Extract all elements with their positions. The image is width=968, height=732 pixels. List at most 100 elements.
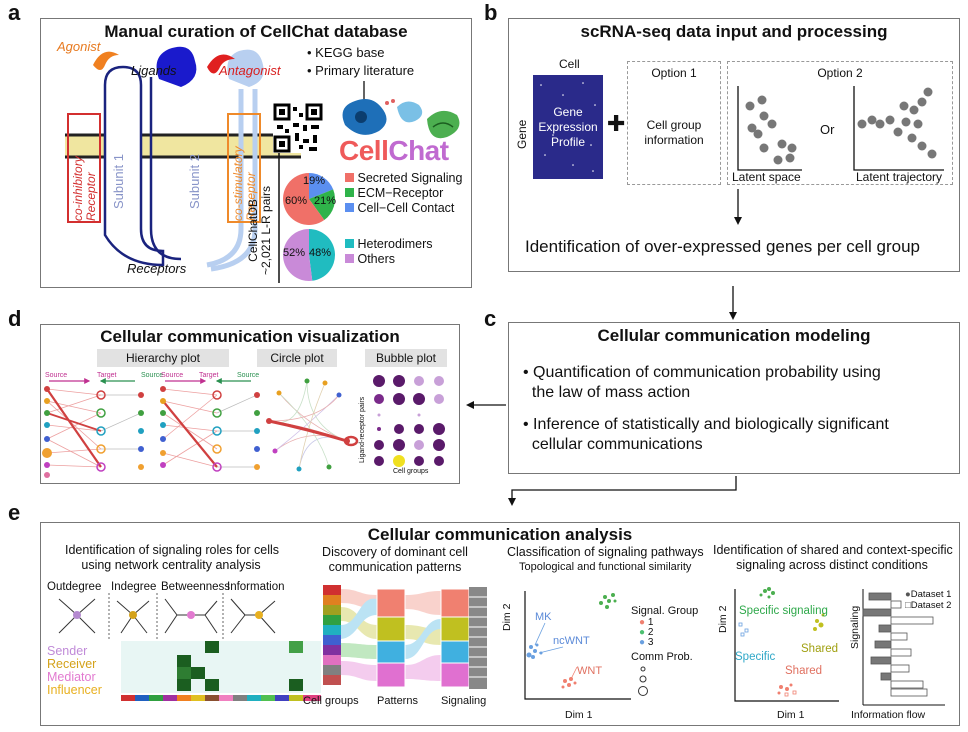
lr-pairs-axis-label: Ligand-receptor pairs: [359, 396, 366, 463]
label-shared-1: Shared: [801, 643, 839, 655]
source-label-3: Source: [161, 372, 184, 379]
panel-d-title: Cellular communication visualization: [100, 327, 400, 346]
co-stimulatory-box: co-stimulatory Receptor: [227, 113, 261, 223]
panel-letter-a: a: [8, 0, 21, 25]
circle-plot-chip: Circle plot: [257, 349, 337, 367]
legend-heterodimers: Heterodimers: [357, 237, 433, 251]
antagonist-shape: [207, 54, 235, 74]
metric-information: Information: [227, 581, 285, 593]
receptor-illustration: [65, 46, 301, 272]
panel-a-box: Manual curation of CellChat database Ago…: [40, 18, 472, 288]
modeling-bullet-1: • Quantification of communication probab…: [523, 364, 881, 401]
option-2-label: Option 2: [817, 66, 863, 80]
signaling-axis-label: Signaling: [849, 605, 861, 649]
panel-b-title: scRNA-seq data input and processing: [580, 22, 888, 41]
option-2-box: Option 2 Or Latent space Latent trajecto…: [727, 61, 953, 185]
agonist-label: Agonist: [57, 39, 101, 54]
pie-slice: [309, 173, 334, 199]
cell-groups-axis-label: Cell groups: [393, 468, 429, 475]
signaling-roles-title: Identification of signaling roles for ce…: [65, 543, 280, 572]
pie-chart-complex: [283, 229, 336, 281]
pie1-label-secreted: 60%: [285, 195, 308, 207]
role-sender: Sender: [47, 644, 88, 658]
arrow-down-icon: [734, 189, 742, 225]
gene-label: Gene: [515, 119, 529, 149]
shared-specific-scatter: [734, 587, 839, 702]
metric-indegree: Indegree: [111, 581, 157, 593]
cellchat-logo-cells: [342, 99, 460, 139]
river-plot: [323, 585, 487, 689]
source-label-2: Source: [141, 372, 164, 379]
signaling-label: Signaling: [441, 695, 487, 707]
dim2-axis-label-1: Dim 2: [501, 603, 513, 631]
cell-label: Cell: [559, 57, 580, 71]
dataset-1-label: Dataset 1: [910, 589, 952, 600]
dim1-axis-label-2: Dim 1: [777, 709, 805, 721]
option-1-label: Option 1: [651, 66, 697, 80]
ligand-light: [227, 49, 264, 87]
latent-trajectory-label: Latent trajectory: [856, 170, 943, 184]
pie1-label-ecm: 21%: [314, 195, 337, 207]
cellchat-brand: CellChat: [339, 135, 449, 166]
pie1-legend: Secreted Signaling ECM−Receptor Cell−Cel…: [345, 171, 462, 216]
pie2-label-hetero: 48%: [309, 247, 332, 259]
subunit-1-shape: [103, 65, 165, 267]
co-inhibitory-box: co-inhibitory Receptor: [67, 113, 101, 223]
co-inhibitory-label: co-inhibitory Receptor: [71, 156, 98, 221]
classification-subtitle: Topological and functional similarity: [519, 561, 692, 573]
label-specific: Specific: [735, 651, 776, 663]
group-1: 1: [647, 617, 654, 628]
over-expressed-genes-text: Identification of over-expressed genes p…: [525, 237, 921, 256]
information-flow-bars: [862, 589, 945, 706]
signal-group-legend: ● 1 ● 2 ● 3: [639, 617, 654, 648]
legend-ecm: ECM−Receptor: [357, 186, 444, 200]
bubble-plot-chip: Bubble plot: [365, 349, 447, 367]
option-1-box: Option 1 Cell group information: [627, 61, 721, 185]
antagonist-label: Antagonist: [219, 63, 281, 78]
comm-prob-title: Comm Prob.: [631, 651, 693, 663]
target-label-1: Target: [97, 372, 117, 379]
source-literature: • Primary literature: [307, 63, 415, 78]
classification-title: Classification of signaling pathways: [507, 545, 704, 559]
db-bracket: [278, 153, 280, 283]
arrow-left-icon: [466, 401, 506, 409]
matrix-dots: [540, 82, 596, 172]
subunit-1-label: Subunit 1: [111, 154, 126, 209]
information-flow-label: Information flow: [851, 709, 926, 721]
role-receiver: Receiver: [47, 657, 97, 671]
pie2-label-others: 52%: [283, 247, 306, 259]
ligands-label: Ligands: [131, 63, 177, 78]
label-ncwnt: ncWNT: [553, 635, 590, 647]
hierarchy-plot: [42, 378, 260, 478]
connector-arrow: [508, 476, 737, 506]
pie-slice: [283, 173, 325, 225]
patterns-label: Patterns: [377, 695, 418, 707]
panel-letter-c: c: [484, 306, 497, 331]
latent-space-label: Latent space: [732, 170, 801, 184]
pie-slice: [283, 229, 313, 281]
arrow-down-icon: [729, 286, 737, 320]
agonist-shape: [93, 51, 119, 70]
shared-specific-title: Identification of shared and context-spe…: [713, 543, 953, 572]
source-kegg: • KEGG base: [307, 45, 385, 60]
centrality-heatmap: [121, 641, 321, 701]
label-mk: MK: [535, 611, 552, 623]
comm-prob-legend: [638, 666, 648, 696]
metric-betweenness: Betweenness: [161, 581, 231, 593]
panel-letter-b: b: [484, 0, 498, 25]
modeling-bullet-2: • Inference of statistically and biologi…: [523, 416, 889, 453]
panel-letter-e: e: [8, 500, 21, 525]
pathway-scatter: [524, 591, 631, 700]
pie-chart-lr-categories: [283, 173, 335, 225]
dim2-axis-label-2: Dim 2: [717, 605, 729, 633]
hierarchy-nodes: [42, 386, 260, 478]
patterns-bar: [376, 588, 470, 688]
circle-plot: [266, 378, 359, 472]
dim1-axis-label-1: Dim 1: [565, 709, 593, 721]
signaling-bar: [469, 587, 487, 689]
pie1-label-contact: 19%: [303, 175, 326, 187]
signal-group-title: Signal. Group: [631, 605, 699, 617]
target-label-2: Target: [199, 372, 219, 379]
or-label: Or: [820, 122, 835, 137]
cellchatdb-label: CellChatDB ~2,021 L-R pairs: [246, 185, 273, 275]
